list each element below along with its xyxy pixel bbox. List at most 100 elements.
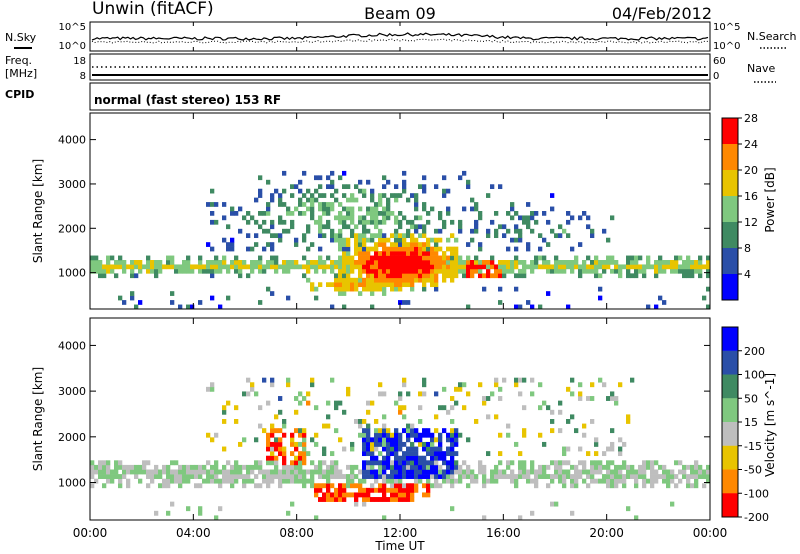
time-tick-label: 12:00 (383, 526, 418, 540)
power-cell (350, 228, 355, 234)
power-cell (210, 295, 215, 301)
power-cell (270, 193, 275, 198)
power-cell (398, 277, 403, 283)
velocity-cell (414, 487, 419, 493)
velocity-cell (450, 483, 455, 489)
power-cell (366, 277, 371, 283)
velocity-cell (218, 469, 223, 475)
power-cell (410, 237, 415, 243)
power-cell (166, 260, 171, 265)
power-cell (378, 273, 383, 279)
velocity-cell (702, 474, 707, 479)
velocity-cell (322, 492, 327, 498)
velocity-cell (446, 478, 451, 484)
velocity-cell (426, 478, 431, 484)
velocity-cell (210, 386, 215, 392)
power-cell (638, 255, 643, 261)
velocity-cell (610, 474, 615, 479)
velocity-cell (394, 441, 399, 447)
velocity-cell (266, 460, 271, 466)
power-cell (378, 197, 383, 203)
power-cell (398, 264, 403, 270)
power-cell (398, 255, 403, 261)
power-cell (558, 260, 563, 265)
power-cell (690, 264, 695, 270)
velocity-cell (330, 497, 335, 502)
velocity-cell (450, 441, 455, 447)
power-cell (118, 295, 123, 301)
power-cell (378, 193, 383, 198)
velocity-cell (362, 478, 367, 484)
time-tick-label: 00:00 (693, 526, 728, 540)
velocity-cell (294, 396, 299, 401)
power-cell (130, 291, 135, 296)
velocity-cell (278, 478, 283, 484)
velocity-cell (258, 464, 263, 470)
velocity-cell (242, 437, 247, 443)
power-cell (610, 268, 615, 274)
velocity-cell (242, 483, 247, 489)
power-cell (394, 286, 399, 292)
velocity-cell (378, 451, 383, 457)
power-cell (562, 264, 567, 270)
velocity-cell (366, 460, 371, 466)
power-cell (606, 237, 611, 243)
power-cell (410, 273, 415, 279)
velocity-cell (466, 464, 471, 470)
velocity-cell (466, 474, 471, 479)
power-cell (442, 277, 447, 283)
power-cell (434, 286, 439, 292)
velocity-cell (426, 474, 431, 479)
power-cell (314, 260, 319, 265)
power-cell (418, 264, 423, 270)
velocity-cell (370, 451, 375, 457)
power-cell (654, 304, 659, 310)
velocity-cell (446, 469, 451, 475)
velocity-cell (426, 492, 431, 498)
velocity-cell (662, 474, 667, 479)
velocity-cell (394, 497, 399, 502)
power-cell (226, 295, 231, 301)
velocity-cell (230, 464, 235, 470)
power-cell (314, 197, 319, 203)
velocity-cell (338, 483, 343, 489)
power-cell (398, 219, 403, 225)
power-cell (422, 242, 427, 247)
velocity-cell (450, 469, 455, 475)
power-cell (230, 242, 235, 247)
power-cell (518, 233, 523, 239)
velocity-cell (302, 396, 307, 401)
power-cell (90, 260, 95, 265)
velocity-cell (94, 478, 99, 484)
power-cell (474, 224, 479, 230)
power-colorbar-tick-label: 8 (744, 242, 751, 255)
velocity-cell (686, 478, 691, 484)
power-cell (330, 233, 335, 239)
power-cell (306, 277, 311, 283)
power-cell (446, 255, 451, 261)
velocity-cell (274, 464, 279, 470)
velocity-cell (350, 441, 355, 447)
power-cell (346, 260, 351, 265)
power-cell (322, 264, 327, 270)
velocity-cell (266, 455, 271, 461)
power-cell (318, 255, 323, 261)
power-cell (318, 219, 323, 225)
velocity-cell (662, 464, 667, 470)
velocity-cell (390, 464, 395, 470)
velocity-cell (318, 474, 323, 479)
power-cell (326, 219, 331, 225)
velocity-cell (162, 483, 167, 489)
velocity-cell (622, 464, 627, 470)
velocity-cell (234, 464, 239, 470)
velocity-cell (430, 441, 435, 447)
power-colorbar-tick-label: 4 (744, 268, 751, 281)
velocity-cell (394, 432, 399, 438)
velocity-cell (282, 474, 287, 479)
power-cell (510, 206, 515, 212)
power-cell (130, 273, 135, 279)
velocity-cell (606, 446, 611, 452)
velocity-cell (166, 469, 171, 475)
power-cell (138, 268, 143, 274)
power-cell (670, 264, 675, 270)
